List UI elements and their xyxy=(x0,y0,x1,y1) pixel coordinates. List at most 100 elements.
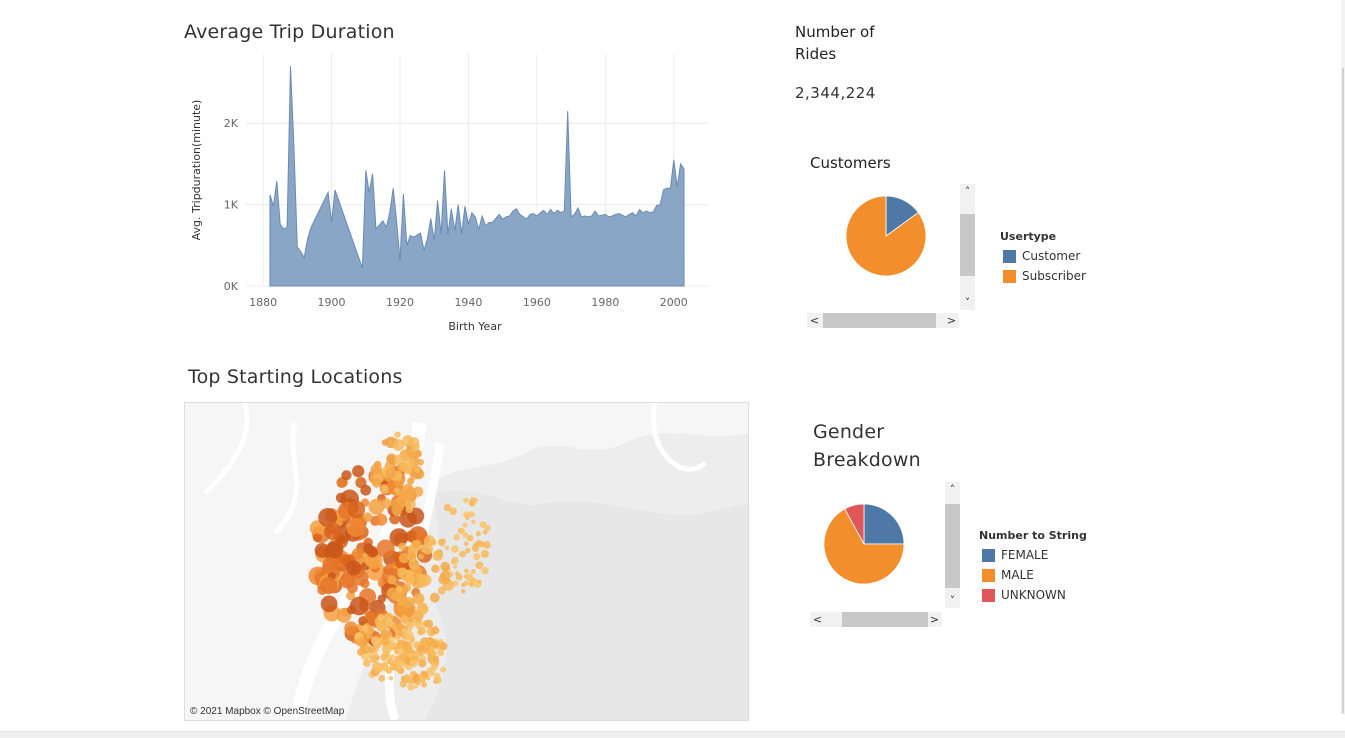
location-marker xyxy=(463,541,469,547)
scroll-left-arrow[interactable]: < xyxy=(809,314,820,327)
location-marker xyxy=(398,542,407,551)
location-marker xyxy=(424,619,434,629)
x-tick-label: 1880 xyxy=(249,296,277,309)
location-marker xyxy=(391,503,403,514)
location-marker xyxy=(397,599,404,606)
location-marker xyxy=(433,678,439,684)
location-marker xyxy=(361,624,368,632)
location-markers[interactable] xyxy=(308,431,491,691)
location-marker xyxy=(417,626,427,635)
location-marker xyxy=(380,653,388,662)
scroll-thumb[interactable] xyxy=(945,504,960,588)
location-marker xyxy=(370,636,380,646)
location-marker xyxy=(451,545,459,553)
pie-slice-female[interactable] xyxy=(863,503,905,545)
x-tick-label: 1900 xyxy=(318,296,346,309)
location-marker xyxy=(468,511,475,518)
location-marker xyxy=(335,492,347,503)
location-marker xyxy=(347,500,366,519)
location-marker xyxy=(423,535,435,547)
location-marker xyxy=(475,531,481,537)
location-marker xyxy=(417,459,424,466)
location-marker xyxy=(429,592,440,603)
location-marker xyxy=(382,644,392,655)
scroll-right-arrow[interactable]: > xyxy=(929,613,940,626)
x-tick-label: 1920 xyxy=(386,296,414,309)
customers-vertical-scrollbar[interactable]: ˄ ˅ xyxy=(960,184,975,310)
customers-horizontal-scrollbar[interactable]: < > xyxy=(807,313,959,328)
location-marker xyxy=(460,589,466,594)
location-marker xyxy=(408,558,420,570)
location-marker xyxy=(421,681,428,688)
scroll-up-arrow[interactable]: ˄ xyxy=(949,483,956,496)
sheet-tab-bar xyxy=(0,731,1345,738)
location-marker xyxy=(439,642,448,651)
location-marker xyxy=(357,637,366,646)
legend-item-female[interactable]: FEMALE xyxy=(979,545,1087,565)
location-marker xyxy=(407,477,415,485)
location-marker xyxy=(437,586,446,595)
y-axis-label: Avg. Tripduration(minute) xyxy=(190,100,203,241)
gender-pie[interactable] xyxy=(818,498,910,590)
location-marker xyxy=(480,549,489,558)
scroll-thumb[interactable] xyxy=(960,214,975,276)
location-marker xyxy=(381,498,392,509)
location-marker xyxy=(344,621,358,635)
location-marker xyxy=(417,644,425,652)
trip-duration-area[interactable] xyxy=(269,66,685,287)
location-marker xyxy=(366,611,375,620)
location-marker xyxy=(356,648,365,656)
location-marker xyxy=(440,561,450,572)
location-marker xyxy=(438,539,443,545)
x-axis-label: Birth Year xyxy=(448,320,502,333)
scroll-right-arrow[interactable]: > xyxy=(946,314,957,327)
location-marker xyxy=(427,652,432,657)
location-marker xyxy=(405,574,416,586)
location-marker xyxy=(394,650,399,655)
location-marker xyxy=(478,541,485,548)
y-tick-label: 1K xyxy=(224,199,239,212)
location-marker xyxy=(392,439,405,451)
pie-slice-male[interactable] xyxy=(823,508,905,585)
pie-slice-unknown[interactable] xyxy=(844,503,865,545)
legend-item-male[interactable]: MALE xyxy=(979,565,1087,585)
location-marker xyxy=(431,626,440,635)
location-marker xyxy=(468,499,475,506)
scroll-left-arrow[interactable]: < xyxy=(812,613,823,626)
location-marker xyxy=(472,542,479,549)
scroll-thumb[interactable] xyxy=(823,313,936,328)
location-marker xyxy=(320,595,338,613)
x-axis-ticks: 1880 1900 1920 1940 1960 1980 2000 xyxy=(249,296,688,309)
legend-item-unknown[interactable]: UNKNOWN xyxy=(979,585,1087,605)
pie-slice-subscriber[interactable] xyxy=(845,195,927,277)
page-vertical-scrollbar[interactable] xyxy=(1341,0,1345,715)
scroll-up-arrow[interactable]: ˄ xyxy=(964,185,971,198)
location-marker xyxy=(369,655,378,664)
scroll-down-arrow[interactable]: ˅ xyxy=(964,296,971,309)
scroll-thumb[interactable] xyxy=(842,612,928,627)
location-marker xyxy=(341,470,352,481)
location-marker xyxy=(409,552,416,559)
location-marker xyxy=(418,659,427,668)
trip-duration-chart[interactable]: 1880 1900 1920 1940 1960 1980 2000 0K 1K 2K Birt… xyxy=(184,48,724,340)
location-marker xyxy=(482,541,491,549)
location-marker xyxy=(378,674,386,682)
map-attribution[interactable]: © 2021 Mapbox © OpenStreetMap xyxy=(190,706,345,717)
legend-item-customer[interactable]: Customer xyxy=(1000,246,1086,266)
location-marker xyxy=(412,592,425,605)
legend-item-subscriber[interactable]: Subscriber xyxy=(1000,266,1086,286)
locations-title: Top Starting Locations xyxy=(188,366,403,388)
location-marker xyxy=(387,655,392,661)
x-tick-label: 1960 xyxy=(523,296,551,309)
scroll-down-arrow[interactable]: ˅ xyxy=(949,594,956,607)
gender-vertical-scrollbar[interactable]: ˄ ˅ xyxy=(945,482,960,608)
scroll-thumb[interactable] xyxy=(1342,68,1344,713)
location-marker xyxy=(453,564,458,569)
location-marker xyxy=(402,435,414,447)
legend-title: Number to String xyxy=(979,529,1087,542)
map-canvas[interactable] xyxy=(185,403,748,720)
starting-locations-map[interactable]: © 2021 Mapbox © OpenStreetMap xyxy=(184,402,749,721)
gender-horizontal-scrollbar[interactable]: < > xyxy=(810,612,942,627)
location-marker xyxy=(472,578,478,583)
customers-pie[interactable] xyxy=(840,190,932,282)
